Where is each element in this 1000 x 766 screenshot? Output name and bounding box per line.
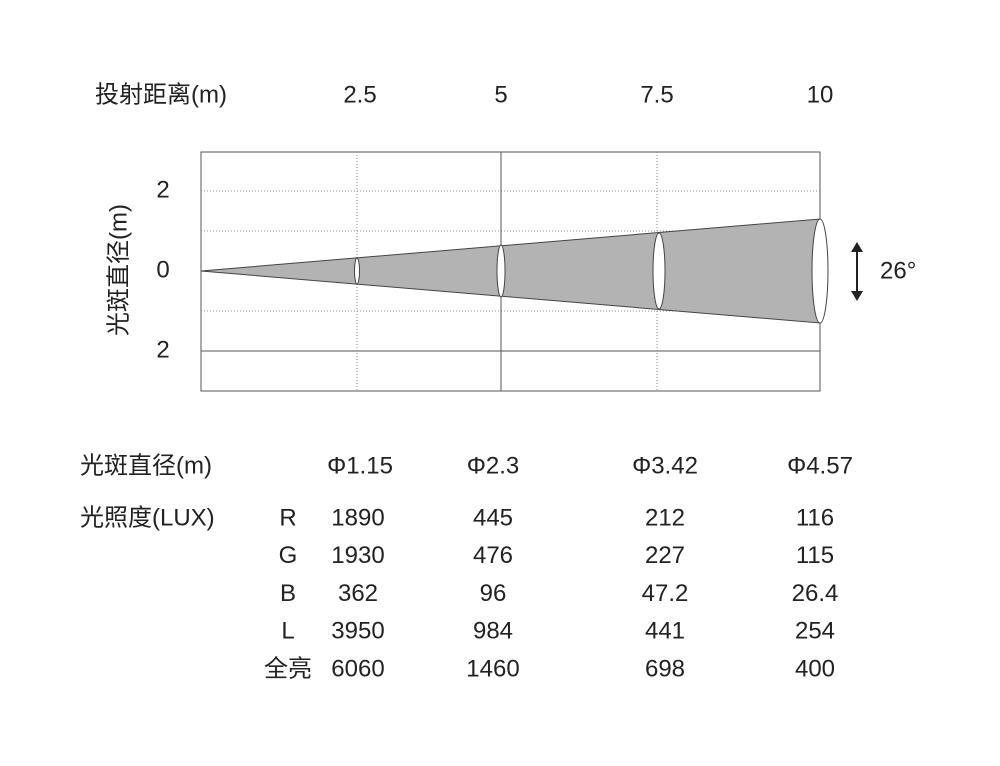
- lux-value: 445: [473, 504, 513, 531]
- lux-value: 212: [645, 504, 685, 531]
- lux-value: 1460: [466, 656, 519, 683]
- lux-value: 400: [795, 656, 835, 683]
- distance-label: 投射距离(m): [95, 81, 227, 108]
- diameter-label: 光斑直径(m): [80, 452, 212, 479]
- row-name: L: [281, 618, 294, 645]
- lux-value: 96: [480, 580, 507, 607]
- beam-section: [354, 257, 360, 285]
- diameter-value: Φ3.42: [632, 452, 698, 479]
- distance: 10: [807, 81, 834, 108]
- y-tick-label: 2: [156, 176, 169, 203]
- row-name: B: [280, 580, 296, 607]
- lux-value: 227: [645, 542, 685, 569]
- row-name: G: [279, 542, 298, 569]
- angle-arrow: [851, 242, 863, 301]
- lux-value: 3950: [331, 618, 384, 645]
- lux-value: 362: [338, 580, 378, 607]
- lux-value: 47.2: [642, 580, 689, 607]
- lux-value: 698: [645, 656, 685, 683]
- lux-value: 476: [473, 542, 513, 569]
- y-axis-label: 光斑直径(m): [105, 204, 132, 336]
- lux-value: 1890: [331, 504, 384, 531]
- diameter-value: Φ2.3: [467, 452, 520, 479]
- beam-section: [811, 218, 829, 324]
- diameter-value: Φ4.57: [787, 452, 853, 479]
- diameter-value: Φ1.15: [327, 452, 393, 479]
- beam-angle: 26°: [880, 257, 916, 284]
- illuminance-label: 光照度(LUX): [80, 504, 215, 531]
- lux-value: 6060: [331, 656, 384, 683]
- lux-value: 26.4: [792, 580, 839, 607]
- lux-value: 254: [795, 618, 835, 645]
- distance: 7.5: [640, 81, 673, 108]
- beam-section: [652, 232, 666, 310]
- distance: 5: [494, 81, 507, 108]
- row-name: 全亮: [264, 656, 312, 683]
- lux-value: 115: [796, 542, 834, 569]
- lux-value: 1930: [331, 542, 384, 569]
- beam-section: [496, 244, 506, 298]
- lux-value: 441: [645, 618, 685, 645]
- y-tick-label: 2: [156, 336, 169, 363]
- row-name: R: [279, 504, 296, 531]
- lux-value: 984: [473, 618, 513, 645]
- y-tick-label: 0: [156, 256, 169, 283]
- lux-value: 116: [796, 504, 834, 531]
- distance: 2.5: [343, 81, 376, 108]
